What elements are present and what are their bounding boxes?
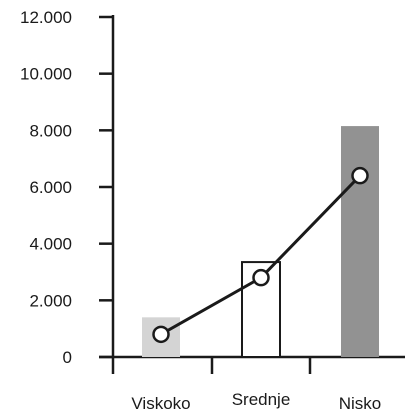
line-point: [152, 325, 170, 344]
line-point: [252, 268, 270, 287]
y-tick-label: 6.000: [29, 178, 72, 197]
x-axis: Viskoko Srednje Nisko: [99, 355, 405, 413]
y-axis: 0 2.000 4.000 6.000 8.000 10.000 12.000: [20, 8, 115, 374]
y-tick-label: 8.000: [29, 121, 72, 140]
x-tick-label: Srednje: [232, 390, 291, 409]
y-tick-label: 12.000: [20, 8, 72, 27]
line-series: [152, 166, 369, 344]
y-tick-label: 4.000: [29, 235, 72, 254]
x-tick-label: Viskoko: [131, 394, 190, 413]
y-tick-label: 10.000: [20, 65, 72, 84]
bar: [341, 126, 379, 357]
y-tick-label: 0: [63, 348, 72, 367]
line-point: [351, 166, 369, 185]
y-tick-label: 2.000: [29, 291, 72, 310]
bars: [142, 126, 379, 359]
bar: [241, 261, 281, 359]
x-tick-label: Nisko: [339, 394, 382, 413]
